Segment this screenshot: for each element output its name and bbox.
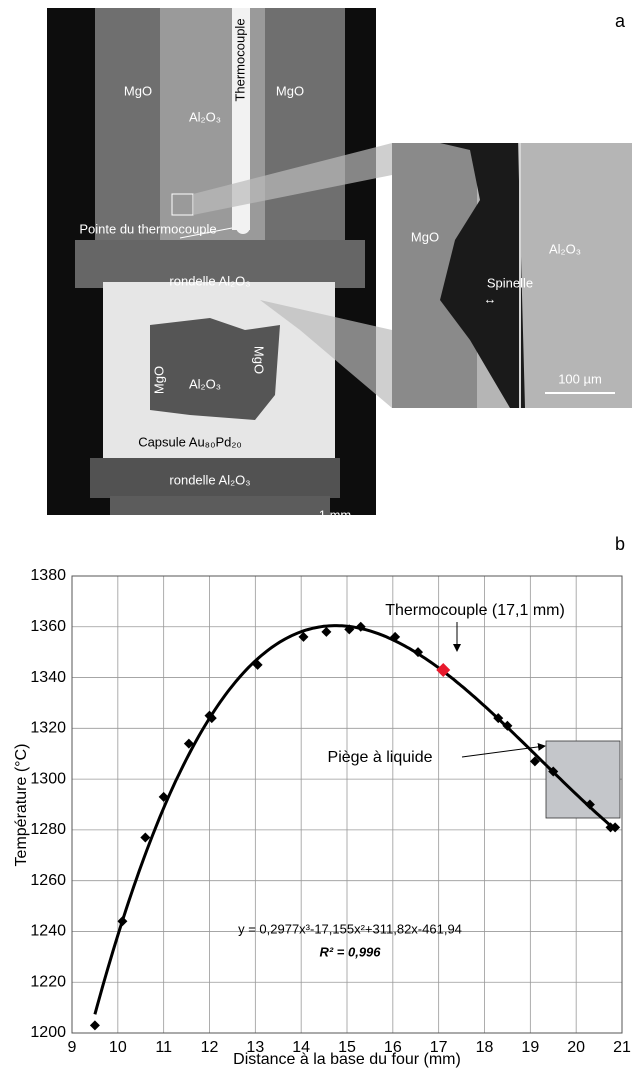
data-point <box>117 916 128 927</box>
x-tick-label: 15 <box>338 1039 356 1056</box>
data-point <box>355 621 366 632</box>
data-point <box>158 791 169 802</box>
data-point <box>183 738 194 749</box>
x-tick-label: 19 <box>521 1039 539 1056</box>
data-point <box>298 631 309 642</box>
x-tick-label: 20 <box>567 1039 585 1056</box>
x-tick-label: 13 <box>246 1039 264 1056</box>
panel-letter: a <box>615 11 626 31</box>
label: MgO <box>191 512 219 527</box>
y-axis-label: Température (°C) <box>13 744 30 867</box>
x-tick-label: 10 <box>109 1039 127 1056</box>
data-point <box>390 631 401 642</box>
x-tick-label: 9 <box>68 1039 77 1056</box>
y-tick-label: 1200 <box>30 1024 66 1041</box>
label: Al₂O₃ <box>189 109 221 124</box>
x-tick-label: 12 <box>201 1039 219 1056</box>
fit-curve <box>93 624 617 1015</box>
equation: y = 0,2977x³-17,155x²+311,82x-461,94 <box>238 921 462 936</box>
y-tick-label: 1380 <box>30 567 66 584</box>
y-tick-label: 1300 <box>30 770 66 787</box>
label: Pointe du thermocouple <box>79 221 216 236</box>
arrow <box>461 742 546 758</box>
y-tick-label: 1240 <box>30 923 66 940</box>
label: MgO <box>276 83 304 98</box>
x-tick-label: 21 <box>613 1039 631 1056</box>
x-tick-label: 14 <box>292 1039 310 1056</box>
trap-zone <box>545 740 621 819</box>
data-point <box>344 624 355 635</box>
data-point <box>493 713 504 724</box>
data-point <box>252 659 263 670</box>
annotation: Piège à liquide <box>328 749 433 766</box>
annotation: Thermocouple (17,1 mm) <box>385 602 565 619</box>
photo: ↔ MgO MgO Al₂O₃ Thermocouple Pointe du t… <box>47 8 632 528</box>
label: Thermocouple <box>232 18 247 101</box>
label: MgO <box>124 83 152 98</box>
x-tick-label: 11 <box>155 1039 172 1056</box>
data-point <box>140 832 151 843</box>
label: rondelle Al₂O₃ <box>169 472 250 487</box>
data-point <box>584 799 595 810</box>
y-tick-label: 1260 <box>30 872 66 889</box>
scale-label: 100 µm <box>558 371 602 386</box>
data-point <box>413 647 424 658</box>
label: rondelle Al₂O₃ <box>169 273 250 288</box>
data-point <box>206 713 217 724</box>
r-squared: R² = 0,996 <box>319 944 381 959</box>
y-tick-label: 1280 <box>30 821 66 838</box>
x-tick-label: 16 <box>384 1039 402 1056</box>
data-point <box>529 756 540 767</box>
label: MgO <box>411 229 439 244</box>
y-tick-label: 1220 <box>30 973 66 990</box>
data-point <box>610 822 621 833</box>
data-point <box>502 720 513 731</box>
panel-letter: b <box>615 534 625 554</box>
x-tick-label: 18 <box>476 1039 494 1056</box>
data-point <box>436 662 451 677</box>
x-axis-label: Distance à la base du four (mm) <box>233 1051 461 1068</box>
y-tick-label: 1340 <box>30 669 66 686</box>
y-tick-label: 1360 <box>30 618 66 635</box>
plot-frame <box>71 575 623 1034</box>
label: Spinelle <box>487 275 533 290</box>
scale-label: 1 mm <box>319 507 352 522</box>
svg-text:↔: ↔ <box>484 291 497 306</box>
label: Al₂O₃ <box>189 376 221 391</box>
label: Capsule Au₈₀Pd₂₀ <box>138 434 242 449</box>
data-point <box>548 766 559 777</box>
label: MgO <box>151 366 166 394</box>
y-tick-label: 1320 <box>30 720 66 737</box>
data-point <box>321 626 332 637</box>
label: Al₂O₃ <box>549 241 581 256</box>
x-tick-label: 17 <box>430 1039 448 1056</box>
label: MgO <box>252 346 267 374</box>
data-point <box>89 1020 100 1031</box>
